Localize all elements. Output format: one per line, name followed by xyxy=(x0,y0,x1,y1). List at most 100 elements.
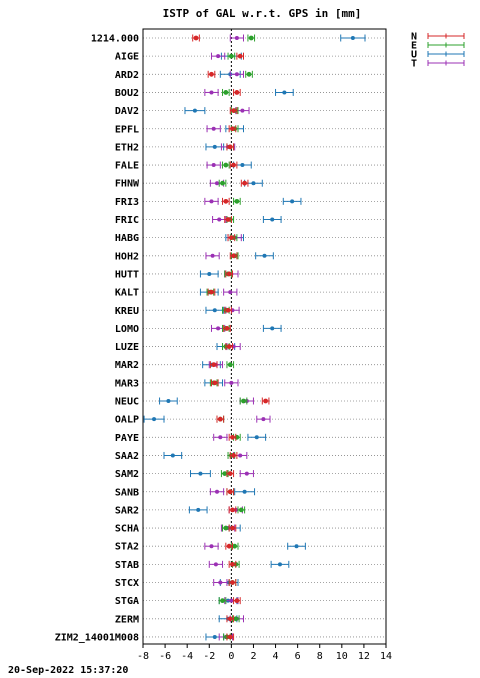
point-e xyxy=(241,398,246,404)
point-e xyxy=(234,198,240,204)
station-label: FALE xyxy=(115,161,139,172)
chart-title: ISTP of GAL w.r.t. GPS in [mm] xyxy=(163,7,362,20)
point-n xyxy=(230,126,235,132)
station-label: SANB xyxy=(115,487,139,498)
point-t xyxy=(240,108,245,113)
legend-label-u: U xyxy=(411,50,417,61)
point-u xyxy=(152,417,157,422)
x-tick-label: -2 xyxy=(203,651,215,662)
point-u xyxy=(282,90,287,95)
point-e xyxy=(222,471,228,476)
point-t xyxy=(209,90,214,95)
point-n xyxy=(227,471,233,476)
point-e xyxy=(223,90,229,95)
station-label: SAR2 xyxy=(115,505,139,516)
point-u xyxy=(290,199,295,204)
point-n xyxy=(230,525,235,531)
station-label: ARD2 xyxy=(115,70,139,81)
station-label: FRIC xyxy=(115,215,139,226)
station-label: ZERM xyxy=(115,614,139,625)
station-label: BOU2 xyxy=(115,88,139,99)
point-n xyxy=(211,362,217,368)
point-n xyxy=(231,253,236,259)
point-t xyxy=(217,217,222,222)
point-t xyxy=(215,489,220,494)
station-label: HOH2 xyxy=(115,251,139,262)
x-tick-label: 0 xyxy=(228,651,234,662)
point-e xyxy=(223,525,229,531)
point-n xyxy=(225,217,231,222)
point-u xyxy=(254,435,259,440)
point-n xyxy=(234,598,240,604)
point-t xyxy=(215,181,220,186)
timestamp: 20-Sep-2022 15:37:20 xyxy=(8,665,128,676)
point-n xyxy=(209,71,214,77)
station-label: OALP xyxy=(115,415,139,426)
point-t xyxy=(211,126,216,131)
station-label: STGA xyxy=(115,596,139,607)
station-label: EPFL xyxy=(115,124,139,135)
station-label: PAYE xyxy=(115,433,139,444)
point-n xyxy=(227,144,233,150)
station-label: STA2 xyxy=(115,542,139,553)
point-n xyxy=(223,198,229,204)
point-e xyxy=(228,53,234,59)
point-e xyxy=(227,362,233,368)
point-t xyxy=(228,290,233,295)
point-u xyxy=(212,308,217,313)
point-n xyxy=(227,616,233,622)
station-label: ETH2 xyxy=(115,142,139,153)
row-gridlines xyxy=(143,37,386,638)
point-u xyxy=(170,453,175,458)
point-e xyxy=(246,71,252,77)
point-t xyxy=(261,417,266,422)
point-n xyxy=(231,108,236,113)
point-u xyxy=(277,562,282,567)
point-t xyxy=(216,54,221,59)
station-label: STAB xyxy=(115,560,139,571)
point-e xyxy=(223,162,229,168)
point-n xyxy=(263,398,269,404)
point-u xyxy=(192,108,197,113)
x-tick-label: -6 xyxy=(159,651,171,662)
station-label: SAM2 xyxy=(115,469,139,480)
point-t xyxy=(211,163,216,168)
point-n xyxy=(231,162,236,168)
station-label: ZIM2_14001M008 xyxy=(55,632,139,643)
point-t xyxy=(213,562,218,567)
station-label: DAV2 xyxy=(115,106,139,117)
point-t xyxy=(209,544,214,549)
point-u xyxy=(212,634,217,639)
point-n xyxy=(193,35,199,41)
point-t xyxy=(210,253,215,258)
x-axis: -8 -6 -4 -2 0 2 4 6 8 10 12 14 xyxy=(137,644,392,662)
point-n xyxy=(242,180,248,186)
point-u xyxy=(242,489,247,494)
x-tick-label: 8 xyxy=(317,651,323,662)
station-label: AIGE xyxy=(115,52,139,63)
point-n xyxy=(217,416,223,422)
point-t xyxy=(244,471,249,476)
station-label: STCX xyxy=(115,578,139,589)
point-u xyxy=(212,144,217,149)
station-label: SAA2 xyxy=(115,451,139,462)
station-label: NEUC xyxy=(115,397,139,408)
point-n xyxy=(230,561,235,567)
point-n xyxy=(212,380,218,386)
point-e xyxy=(248,35,254,41)
station-label: KREU xyxy=(115,306,139,317)
station-label: MAR3 xyxy=(115,378,139,389)
point-t xyxy=(209,199,214,204)
station-label: FHNW xyxy=(115,179,140,190)
station-label: 1214.000 xyxy=(91,34,139,45)
station-label: HABG xyxy=(115,233,139,244)
point-e xyxy=(220,598,225,604)
point-u xyxy=(251,181,256,186)
point-t xyxy=(234,72,239,77)
point-u xyxy=(350,36,355,40)
station-label: KALT xyxy=(115,288,139,299)
legend-label-e: E xyxy=(411,41,417,52)
x-tick-label: -4 xyxy=(181,651,193,662)
